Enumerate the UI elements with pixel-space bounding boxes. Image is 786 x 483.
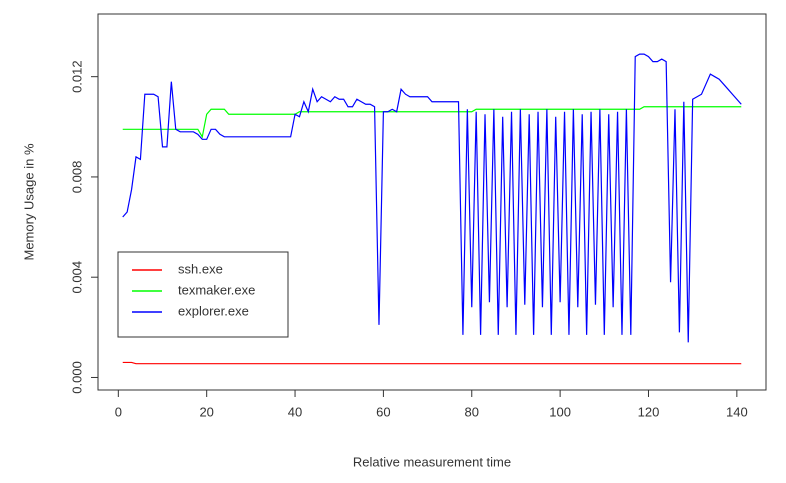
series-line	[122, 361, 742, 365]
series-line	[122, 106, 742, 139]
plot-frame	[97, 13, 767, 391]
y-axis-label: Memory Usage in %	[21, 143, 36, 260]
x-tick-label: 0	[115, 404, 122, 419]
legend-box	[117, 251, 289, 338]
legend-label: texmaker.exe	[178, 282, 255, 297]
y-tick-label: 0.000	[69, 361, 84, 394]
x-tick-label: 80	[465, 404, 479, 419]
x-tick-label: 60	[376, 404, 390, 419]
x-axis-label: Relative measurement time	[353, 454, 511, 469]
x-tick-label: 100	[549, 404, 571, 419]
legend-label: ssh.exe	[178, 261, 223, 276]
y-tick-label: 0.012	[69, 60, 84, 93]
y-tick-label: 0.008	[69, 161, 84, 194]
legend-label: explorer.exe	[178, 303, 249, 318]
x-tick-label: 120	[638, 404, 660, 419]
y-tick-label: 0.004	[69, 261, 84, 294]
x-tick-label: 20	[199, 404, 213, 419]
series-line	[122, 53, 742, 343]
x-tick-label: 40	[288, 404, 302, 419]
x-tick-label: 140	[726, 404, 748, 419]
